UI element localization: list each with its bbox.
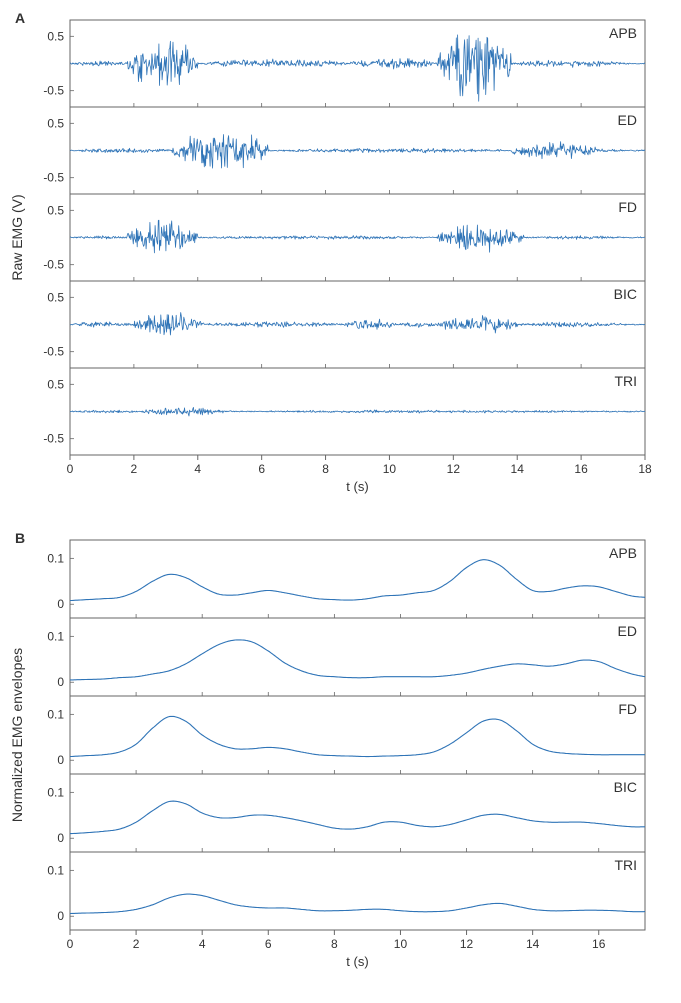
svg-text:-0.5: -0.5	[43, 258, 64, 272]
svg-text:12: 12	[447, 462, 461, 476]
svg-text:t (s): t (s)	[346, 479, 368, 494]
svg-text:0.1: 0.1	[47, 785, 64, 799]
svg-text:0.5: 0.5	[47, 377, 64, 391]
svg-text:0: 0	[57, 597, 64, 611]
svg-text:FD: FD	[618, 701, 637, 717]
svg-text:B: B	[15, 530, 25, 546]
svg-text:14: 14	[526, 937, 540, 951]
svg-text:APB: APB	[609, 25, 637, 41]
svg-text:0: 0	[57, 909, 64, 923]
svg-text:Normalized EMG envelopes: Normalized EMG envelopes	[9, 648, 25, 822]
svg-text:18: 18	[638, 462, 652, 476]
svg-text:6: 6	[258, 462, 265, 476]
svg-text:8: 8	[322, 462, 329, 476]
figure-container: A -0.5 0.5 APB -0.5 0.5 ED -0.5 0.5 FD -0.5 0.5 BIC -…	[0, 0, 681, 1003]
svg-text:2: 2	[133, 937, 140, 951]
svg-text:0.5: 0.5	[47, 290, 64, 304]
chart-svg: A -0.5 0.5 APB -0.5 0.5 ED -0.5 0.5 FD -0.5 0.5 BIC -…	[0, 0, 681, 1003]
svg-text:0: 0	[57, 831, 64, 845]
svg-text:14: 14	[511, 462, 525, 476]
svg-text:16: 16	[592, 937, 606, 951]
svg-text:0.5: 0.5	[47, 29, 64, 43]
svg-text:-0.5: -0.5	[43, 84, 64, 98]
svg-text:0: 0	[57, 675, 64, 689]
svg-text:TRI: TRI	[614, 373, 637, 389]
svg-text:10: 10	[394, 937, 408, 951]
svg-text:0.5: 0.5	[47, 116, 64, 130]
svg-text:12: 12	[460, 937, 474, 951]
svg-text:6: 6	[265, 937, 272, 951]
svg-text:-0.5: -0.5	[43, 345, 64, 359]
svg-text:APB: APB	[609, 545, 637, 561]
svg-text:-0.5: -0.5	[43, 432, 64, 446]
svg-text:t (s): t (s)	[346, 954, 368, 969]
svg-text:ED: ED	[618, 112, 637, 128]
svg-text:0.5: 0.5	[47, 203, 64, 217]
svg-text:0.1: 0.1	[47, 629, 64, 643]
svg-text:0.1: 0.1	[47, 863, 64, 877]
svg-text:-0.5: -0.5	[43, 171, 64, 185]
svg-text:BIC: BIC	[614, 779, 637, 795]
svg-text:0: 0	[57, 753, 64, 767]
svg-text:TRI: TRI	[614, 857, 637, 873]
svg-text:10: 10	[383, 462, 397, 476]
svg-text:Raw EMG (V): Raw EMG (V)	[9, 194, 25, 280]
svg-text:BIC: BIC	[614, 286, 637, 302]
svg-text:FD: FD	[618, 199, 637, 215]
svg-text:ED: ED	[618, 623, 637, 639]
svg-text:16: 16	[574, 462, 588, 476]
svg-text:0: 0	[67, 937, 74, 951]
svg-text:0: 0	[67, 462, 74, 476]
svg-text:A: A	[15, 10, 25, 26]
svg-text:4: 4	[194, 462, 201, 476]
svg-text:2: 2	[131, 462, 138, 476]
svg-text:0.1: 0.1	[47, 707, 64, 721]
svg-text:0.1: 0.1	[47, 551, 64, 565]
svg-text:8: 8	[331, 937, 338, 951]
svg-text:4: 4	[199, 937, 206, 951]
